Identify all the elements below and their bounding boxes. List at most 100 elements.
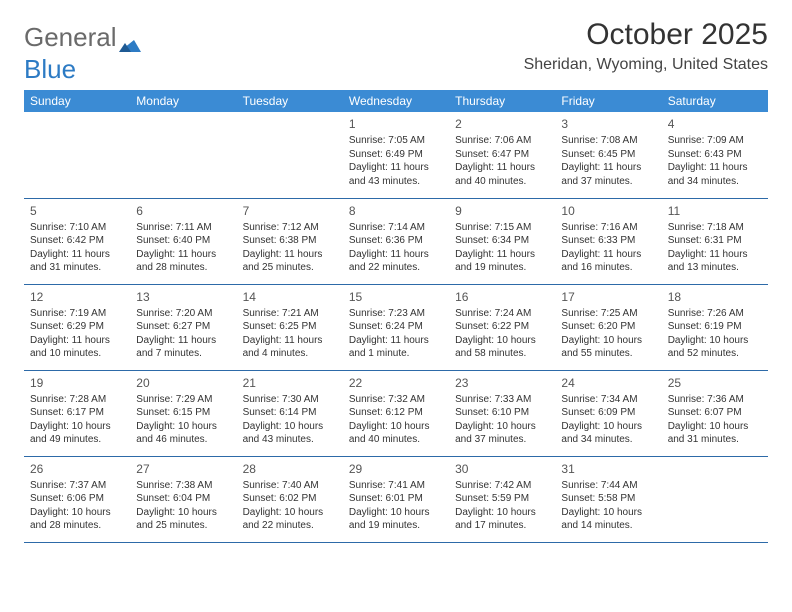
sunset-line: Sunset: 5:58 PM bbox=[561, 492, 655, 506]
sunset-line: Sunset: 6:10 PM bbox=[455, 406, 549, 420]
day-number: 27 bbox=[136, 461, 230, 477]
sunset-line: Sunset: 6:42 PM bbox=[30, 234, 124, 248]
calendar-cell: 26Sunrise: 7:37 AMSunset: 6:06 PMDayligh… bbox=[24, 456, 130, 542]
sunrise-line: Sunrise: 7:42 AM bbox=[455, 479, 549, 493]
sunset-line: Sunset: 6:01 PM bbox=[349, 492, 443, 506]
sunrise-line: Sunrise: 7:26 AM bbox=[668, 307, 762, 321]
sunrise-line: Sunrise: 7:33 AM bbox=[455, 393, 549, 407]
sunset-line: Sunset: 6:14 PM bbox=[243, 406, 337, 420]
calendar-row: 26Sunrise: 7:37 AMSunset: 6:06 PMDayligh… bbox=[24, 456, 768, 542]
day-number: 9 bbox=[455, 203, 549, 219]
day-number: 26 bbox=[30, 461, 124, 477]
sunrise-line: Sunrise: 7:24 AM bbox=[455, 307, 549, 321]
day-number: 23 bbox=[455, 375, 549, 391]
day-header: Tuesday bbox=[237, 90, 343, 112]
sunset-line: Sunset: 6:36 PM bbox=[349, 234, 443, 248]
sunset-line: Sunset: 6:31 PM bbox=[668, 234, 762, 248]
calendar-row: 12Sunrise: 7:19 AMSunset: 6:29 PMDayligh… bbox=[24, 284, 768, 370]
day-header: Saturday bbox=[662, 90, 768, 112]
sunrise-line: Sunrise: 7:06 AM bbox=[455, 134, 549, 148]
calendar-table: Sunday Monday Tuesday Wednesday Thursday… bbox=[24, 90, 768, 543]
sunrise-line: Sunrise: 7:30 AM bbox=[243, 393, 337, 407]
calendar-cell: 9Sunrise: 7:15 AMSunset: 6:34 PMDaylight… bbox=[449, 198, 555, 284]
sunset-line: Sunset: 5:59 PM bbox=[455, 492, 549, 506]
calendar-cell bbox=[24, 112, 130, 198]
sunset-line: Sunset: 6:09 PM bbox=[561, 406, 655, 420]
day-number: 30 bbox=[455, 461, 549, 477]
day-number: 22 bbox=[349, 375, 443, 391]
sunrise-line: Sunrise: 7:14 AM bbox=[349, 221, 443, 235]
day-number: 24 bbox=[561, 375, 655, 391]
calendar-cell: 29Sunrise: 7:41 AMSunset: 6:01 PMDayligh… bbox=[343, 456, 449, 542]
sunrise-line: Sunrise: 7:20 AM bbox=[136, 307, 230, 321]
header: GeneralBlue October 2025 Sheridan, Wyomi… bbox=[24, 18, 768, 82]
day-number: 18 bbox=[668, 289, 762, 305]
daylight-line: Daylight: 11 hours and 13 minutes. bbox=[668, 248, 762, 275]
daylight-line: Daylight: 11 hours and 10 minutes. bbox=[30, 334, 124, 361]
daylight-line: Daylight: 11 hours and 34 minutes. bbox=[668, 161, 762, 188]
sunset-line: Sunset: 6:12 PM bbox=[349, 406, 443, 420]
daylight-line: Daylight: 11 hours and 1 minute. bbox=[349, 334, 443, 361]
daylight-line: Daylight: 11 hours and 7 minutes. bbox=[136, 334, 230, 361]
calendar-cell: 23Sunrise: 7:33 AMSunset: 6:10 PMDayligh… bbox=[449, 370, 555, 456]
calendar-cell bbox=[130, 112, 236, 198]
day-number: 17 bbox=[561, 289, 655, 305]
sunrise-line: Sunrise: 7:44 AM bbox=[561, 479, 655, 493]
sunset-line: Sunset: 6:22 PM bbox=[455, 320, 549, 334]
calendar-cell: 2 Sunrise: 7:06 AMSunset: 6:47 PMDaylight… bbox=[449, 112, 555, 198]
sunrise-line: Sunrise: 7:09 AM bbox=[668, 134, 762, 148]
calendar-cell: 20Sunrise: 7:29 AMSunset: 6:15 PMDayligh… bbox=[130, 370, 236, 456]
day-number: 25 bbox=[668, 375, 762, 391]
day-number: 8 bbox=[349, 203, 443, 219]
sunset-line: Sunset: 6:40 PM bbox=[136, 234, 230, 248]
calendar-cell: 4Sunrise: 7:09 AMSunset: 6:43 PMDaylight… bbox=[662, 112, 768, 198]
calendar-cell: 27Sunrise: 7:38 AMSunset: 6:04 PMDayligh… bbox=[130, 456, 236, 542]
logo: GeneralBlue bbox=[24, 18, 141, 82]
calendar-cell: 13Sunrise: 7:20 AMSunset: 6:27 PMDayligh… bbox=[130, 284, 236, 370]
day-number: 31 bbox=[561, 461, 655, 477]
daylight-line: Daylight: 11 hours and 22 minutes. bbox=[349, 248, 443, 275]
sunset-line: Sunset: 6:45 PM bbox=[561, 148, 655, 162]
sunset-line: Sunset: 6:02 PM bbox=[243, 492, 337, 506]
calendar-cell: 15Sunrise: 7:23 AMSunset: 6:24 PMDayligh… bbox=[343, 284, 449, 370]
page-title: October 2025 bbox=[524, 18, 768, 52]
day-number: 20 bbox=[136, 375, 230, 391]
logo-text-2: Blue bbox=[24, 54, 76, 84]
day-number: 15 bbox=[349, 289, 443, 305]
daylight-line: Daylight: 11 hours and 31 minutes. bbox=[30, 248, 124, 275]
day-header: Friday bbox=[555, 90, 661, 112]
calendar-cell: 22Sunrise: 7:32 AMSunset: 6:12 PMDayligh… bbox=[343, 370, 449, 456]
daylight-line: Daylight: 10 hours and 52 minutes. bbox=[668, 334, 762, 361]
sunrise-line: Sunrise: 7:10 AM bbox=[30, 221, 124, 235]
calendar-cell: 6Sunrise: 7:11 AMSunset: 6:40 PMDaylight… bbox=[130, 198, 236, 284]
calendar-cell: 24Sunrise: 7:34 AMSunset: 6:09 PMDayligh… bbox=[555, 370, 661, 456]
day-number: 5 bbox=[30, 203, 124, 219]
sunset-line: Sunset: 6:49 PM bbox=[349, 148, 443, 162]
calendar-cell: 14Sunrise: 7:21 AMSunset: 6:25 PMDayligh… bbox=[237, 284, 343, 370]
sunset-line: Sunset: 6:47 PM bbox=[455, 148, 549, 162]
daylight-line: Daylight: 11 hours and 19 minutes. bbox=[455, 248, 549, 275]
daylight-line: Daylight: 11 hours and 37 minutes. bbox=[561, 161, 655, 188]
sunrise-line: Sunrise: 7:37 AM bbox=[30, 479, 124, 493]
sunrise-line: Sunrise: 7:41 AM bbox=[349, 479, 443, 493]
sunrise-line: Sunrise: 7:25 AM bbox=[561, 307, 655, 321]
calendar-row: 5Sunrise: 7:10 AMSunset: 6:42 PMDaylight… bbox=[24, 198, 768, 284]
daylight-line: Daylight: 11 hours and 40 minutes. bbox=[455, 161, 549, 188]
calendar-row: 1Sunrise: 7:05 AMSunset: 6:49 PMDaylight… bbox=[24, 112, 768, 198]
calendar-row: 19Sunrise: 7:28 AMSunset: 6:17 PMDayligh… bbox=[24, 370, 768, 456]
day-number: 7 bbox=[243, 203, 337, 219]
daylight-line: Daylight: 11 hours and 16 minutes. bbox=[561, 248, 655, 275]
daylight-line: Daylight: 10 hours and 40 minutes. bbox=[349, 420, 443, 447]
daylight-line: Daylight: 10 hours and 14 minutes. bbox=[561, 506, 655, 533]
calendar-cell: 19Sunrise: 7:28 AMSunset: 6:17 PMDayligh… bbox=[24, 370, 130, 456]
day-number: 10 bbox=[561, 203, 655, 219]
sunrise-line: Sunrise: 7:18 AM bbox=[668, 221, 762, 235]
sunrise-line: Sunrise: 7:29 AM bbox=[136, 393, 230, 407]
sunset-line: Sunset: 6:19 PM bbox=[668, 320, 762, 334]
calendar-cell: 31 Sunrise: 7:44 AMSunset: 5:58 PMDayligh… bbox=[555, 456, 661, 542]
daylight-line: Daylight: 10 hours and 31 minutes. bbox=[668, 420, 762, 447]
day-number: 2 bbox=[455, 116, 549, 132]
daylight-line: Daylight: 10 hours and 58 minutes. bbox=[455, 334, 549, 361]
calendar-cell: 18 Sunrise: 7:26 AMSunset: 6:19 PMDayligh… bbox=[662, 284, 768, 370]
calendar-cell: 10Sunrise: 7:16 AMSunset: 6:33 PMDayligh… bbox=[555, 198, 661, 284]
